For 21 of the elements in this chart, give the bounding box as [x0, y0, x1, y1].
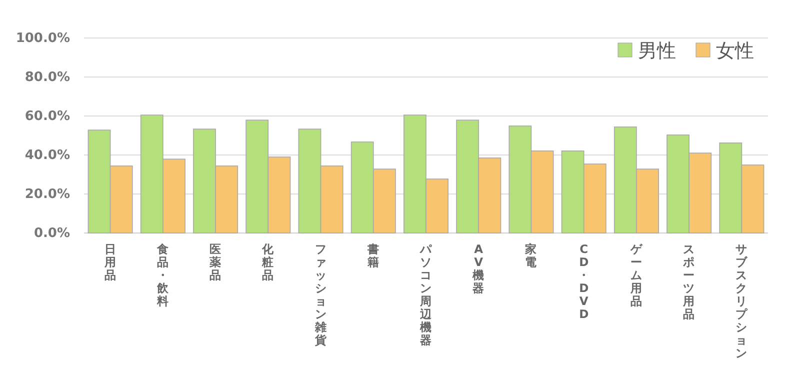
- y-tick-label: 80.0%: [24, 70, 70, 85]
- x-tick-label: ゲーム用品: [630, 242, 643, 308]
- x-tick-label: 食品・飲料: [156, 242, 170, 308]
- x-tick-label: パソコン周辺機器: [420, 242, 432, 347]
- y-tick-label: 60.0%: [24, 109, 70, 124]
- x-tick-label: AV機器: [472, 242, 486, 295]
- legend-label: 男性: [638, 40, 676, 62]
- category-label: サブスクリプション: [736, 242, 748, 360]
- y-tick-label: 40.0%: [24, 148, 70, 163]
- x-tick-label: ファッション雑貨: [314, 242, 328, 347]
- legend-label: 女性: [716, 40, 754, 62]
- x-tick-label: 化粧品: [262, 242, 275, 282]
- x-tick-label: 医薬品: [209, 242, 222, 282]
- x-tick-label: 家電: [524, 242, 538, 269]
- y-tick-label: 20.0%: [24, 187, 70, 202]
- x-tick-label: 日用品: [104, 242, 117, 282]
- y-tick-label: 100.0%: [16, 31, 70, 46]
- x-tick-label: 書籍: [366, 242, 380, 269]
- x-tick-label: CD・DVD: [577, 242, 590, 321]
- x-tick-label: スポーツ用品: [682, 242, 696, 321]
- y-tick-label: 0.0%: [34, 226, 70, 241]
